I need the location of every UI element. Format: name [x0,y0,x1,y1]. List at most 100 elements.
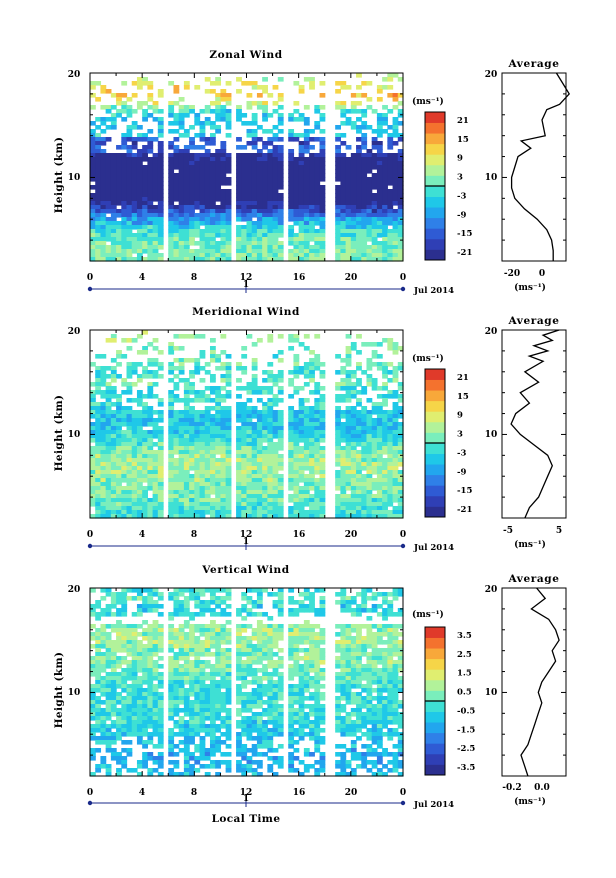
heatmap-cell [247,253,253,258]
heatmap-cell [147,498,153,503]
heatmap-cell [293,237,299,242]
heatmap-cell [304,229,310,234]
heatmap-cell [257,414,263,419]
heatmap-cell [158,89,164,94]
heatmap-cell [278,458,284,463]
heatmap-cell [351,668,357,673]
heatmap-cell [189,205,195,210]
heatmap-cell [387,628,393,633]
heatmap-cell [111,644,117,649]
heatmap-cell [382,664,388,669]
heatmap-cell [304,249,310,254]
heatmap-cell [377,498,383,503]
heatmap-cell [304,620,310,625]
heatmap-cell [247,612,253,617]
heatmap-cell [372,217,378,222]
heatmap-cell [121,680,127,685]
heatmap-cell [351,494,357,499]
heatmap-cell [90,145,96,150]
heatmap-cell [226,406,232,411]
heatmap-cell [179,233,185,238]
heatmap-cell [215,446,221,451]
heatmap-cell [262,145,268,150]
heatmap-cell [382,85,388,90]
heatmap-cell [273,193,279,198]
heatmap-cell [361,482,367,487]
heatmap-cell [142,149,148,154]
heatmap-cell [168,438,174,443]
heatmap-cell [252,426,258,431]
heatmap-cell [257,221,263,226]
heatmap-cell [288,346,294,351]
heatmap-cell [194,410,200,415]
heatmap-cell [340,153,346,158]
heatmap-cell [346,157,352,162]
heatmap-cell [200,588,206,593]
meridional-cbar-unit: (ms⁻¹) [412,353,444,364]
heatmap-cell [382,430,388,435]
heatmap-cell [153,221,159,226]
heatmap-cell [377,414,383,419]
heatmap-cell [194,177,200,182]
heatmap-cell [372,466,378,471]
heatmap-cell [241,676,247,681]
heatmap-cell [236,414,242,419]
heatmap-cell [387,394,393,399]
heatmap-cell [111,105,117,110]
heatmap-cell [252,672,258,677]
heatmap-cell [173,608,179,613]
heatmap-cell [179,177,185,182]
heatmap-cell [356,502,362,507]
heatmap-cell [335,161,341,166]
heatmap-cell [189,422,195,427]
heatmap-cell [299,502,305,507]
heatmap-cell [132,193,138,198]
heatmap-cell [335,382,341,387]
heatmap-cell [356,478,362,483]
heatmap-cell [132,672,138,677]
heatmap-cell [299,153,305,158]
heatmap-cell [278,502,284,507]
heatmap-cell [106,233,112,238]
heatmap-cell [267,482,273,487]
heatmap-cell [288,197,294,202]
heatmap-cell [351,253,357,258]
heatmap-cell [106,197,112,202]
heatmap-cell [205,418,211,423]
heatmap-cell [168,209,174,214]
colorbar-swatch [425,154,445,165]
heatmap-cell [137,608,143,613]
heatmap-cell [299,217,305,222]
heatmap-cell [142,502,148,507]
heatmap-cell [372,221,378,226]
heatmap-cell [267,426,273,431]
heatmap-cell [372,354,378,359]
heatmap-cell [351,506,357,511]
heatmap-cell [173,149,179,154]
heatmap-cell [288,446,294,451]
heatmap-cell [361,498,367,503]
heatmap-cell [179,133,185,138]
heatmap-cell [351,648,357,653]
heatmap-cell [278,117,284,122]
heatmap-cell [267,245,273,250]
heatmap-cell [210,201,216,206]
heatmap-cell [293,201,299,206]
heatmap-cell [194,502,200,507]
heatmap-cell [278,245,284,250]
heatmap-cell [236,181,242,186]
heatmap-cell [262,628,268,633]
heatmap-cell [351,197,357,202]
heatmap-cell [351,640,357,645]
heatmap-cell [314,490,320,495]
heatmap-cell [262,462,268,467]
heatmap-cell [346,474,352,479]
heatmap-cell [335,592,341,597]
heatmap-cell [132,632,138,637]
heatmap-cell [121,422,127,427]
heatmap-cell [387,253,393,258]
heatmap-cell [153,181,159,186]
heatmap-cell [173,249,179,254]
heatmap-cell [361,672,367,677]
heatmap-cell [111,169,117,174]
